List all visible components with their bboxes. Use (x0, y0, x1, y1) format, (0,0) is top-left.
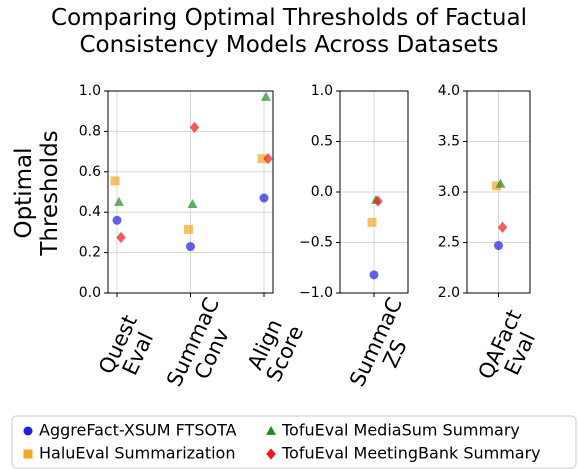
axes-frame (107, 90, 274, 294)
marker (495, 178, 506, 188)
marker (492, 181, 501, 191)
y-tick-label: 3.5 (438, 134, 460, 150)
legend-label: TofuEval MeetingBank Summary (281, 444, 541, 463)
marker (114, 196, 124, 206)
y-tick-label: 2.0 (438, 285, 460, 301)
marker (259, 193, 269, 203)
marker (116, 231, 126, 244)
y-tick-label: 0.5 (311, 134, 333, 150)
marker (369, 270, 379, 280)
axes-frame (339, 90, 409, 294)
y-tick-label: 2.5 (438, 235, 460, 251)
marker (184, 224, 193, 234)
marker (189, 121, 200, 133)
marker (266, 425, 276, 435)
marker (367, 217, 377, 227)
marker (373, 195, 383, 207)
y-tick-label: 0.8 (79, 123, 101, 139)
marker (497, 221, 508, 233)
marker (494, 241, 503, 251)
y-tick-label: 0.0 (79, 285, 101, 301)
marker (23, 449, 33, 459)
y-tick-label: 1.0 (79, 83, 101, 99)
marker (23, 426, 33, 436)
marker (266, 448, 276, 460)
y-tick-label: 3.0 (438, 184, 460, 200)
legend-label: HaluEval Summarization (39, 444, 235, 463)
y-tick-label: 0.6 (79, 164, 101, 180)
marker (263, 153, 273, 165)
legend-label: TofuEval MediaSum Summary (281, 421, 520, 440)
marker (261, 91, 271, 101)
legend-label: AggreFact-XSUM FTSOTA (39, 421, 237, 440)
marker (257, 154, 267, 164)
chart-title: Comparing Optimal Thresholds of Factual … (51, 5, 527, 58)
y-tick-label: 0.2 (79, 245, 101, 261)
marker (186, 242, 195, 252)
marker (110, 176, 120, 186)
y-tick-label: 4.0 (438, 83, 460, 99)
marker (112, 215, 122, 225)
y-tick-label: 1.0 (311, 83, 333, 99)
axes-frame (466, 90, 531, 294)
legend-frame (11, 415, 577, 469)
y-tick-label: 0.0 (311, 184, 333, 200)
y-tick-label: −0.5 (299, 235, 333, 251)
y-tick-label: 0.4 (79, 204, 101, 220)
marker (187, 198, 198, 208)
y-tick-label: −1.0 (299, 285, 333, 301)
